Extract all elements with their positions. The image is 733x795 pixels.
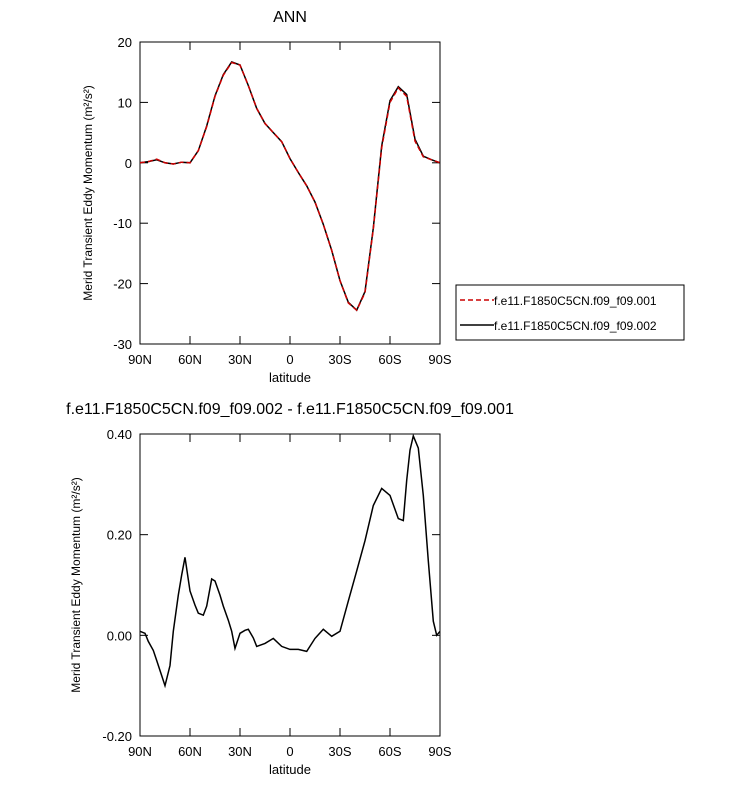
x-tick-label: 30N (228, 352, 252, 367)
x-tick-label: 60S (378, 744, 401, 759)
chart-title: f.e11.F1850C5CN.f09_f09.002 - f.e11.F185… (66, 401, 514, 418)
x-tick-label: 60N (178, 352, 202, 367)
data-line (139, 433, 441, 689)
x-tick-label: 30S (328, 352, 351, 367)
x-tick-label: 90S (428, 744, 451, 759)
legend-label: f.e11.F1850C5CN.f09_f09.002 (494, 319, 657, 333)
x-tick-label: 90N (128, 744, 152, 759)
y-tick-label: 0.00 (107, 628, 132, 643)
y-tick-label: -10 (113, 216, 132, 231)
x-tick-label: 60N (178, 744, 202, 759)
y-tick-label: -20 (113, 277, 132, 292)
x-tick-label: 0 (286, 744, 293, 759)
chart-title: ANN (273, 9, 307, 26)
x-axis-label: latitude (269, 370, 311, 385)
y-tick-label: 10 (118, 95, 132, 110)
x-tick-label: 90N (128, 352, 152, 367)
y-tick-label: -0.20 (102, 729, 132, 744)
y-tick-label: 0.40 (107, 427, 132, 442)
legend-label: f.e11.F1850C5CN.f09_f09.001 (494, 294, 657, 308)
y-tick-label: 20 (118, 35, 132, 50)
plot-frame (139, 41, 441, 345)
x-tick-label: 0 (286, 352, 293, 367)
y-tick-label: -30 (113, 337, 132, 352)
x-tick-label: 30N (228, 744, 252, 759)
y-axis-label: Merid Transient Eddy Momentum (m²/s²) (81, 85, 95, 300)
y-tick-label: 0 (125, 156, 132, 171)
x-tick-label: 90S (428, 352, 451, 367)
plot-frame (139, 433, 441, 737)
y-axis-label: Merid Transient Eddy Momentum (m²/s²) (69, 477, 83, 692)
x-tick-label: 30S (328, 744, 351, 759)
data-line (139, 60, 441, 312)
x-tick-label: 60S (378, 352, 401, 367)
y-tick-label: 0.20 (107, 528, 132, 543)
x-axis-label: latitude (269, 762, 311, 777)
data-line (139, 61, 441, 312)
legend-box (455, 284, 685, 341)
